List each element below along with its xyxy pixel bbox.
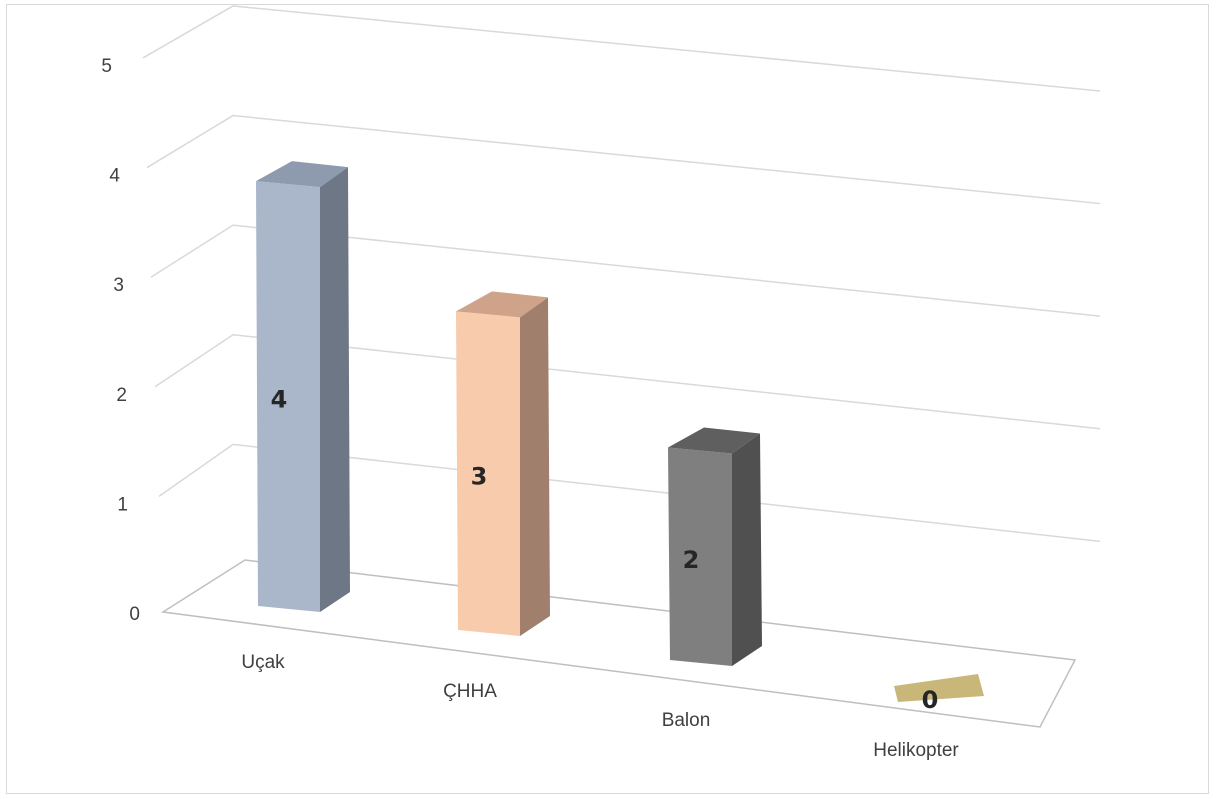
gridline: [146, 114, 1101, 205]
bar-side: [520, 297, 550, 636]
bar-top: [256, 161, 348, 188]
y-axis-ticks: 0 1 2 3 4 5: [101, 56, 140, 625]
floor-plane: [160, 559, 1077, 728]
category-labels: Uçak ÇHHA Balon Helikopter: [241, 652, 959, 761]
data-label: 4: [271, 386, 288, 414]
y-tick-label: 0: [129, 604, 140, 625]
gridline: [158, 443, 1101, 543]
category-label: Balon: [662, 710, 711, 731]
bar-front: [668, 447, 732, 666]
y-tick-label: 1: [117, 494, 128, 515]
bar-side: [320, 167, 350, 612]
gridline: [142, 5, 1101, 92]
y-tick-label: 3: [113, 275, 124, 296]
gridlines: [142, 5, 1101, 543]
bar-top: [668, 427, 760, 454]
data-label: 0: [922, 686, 939, 714]
y-tick-label: 4: [109, 166, 120, 187]
bars: 4 3 2 0: [256, 161, 984, 714]
bar-top: [456, 291, 548, 318]
gridline: [154, 334, 1101, 430]
bar-front: [256, 181, 320, 612]
bar-side: [732, 433, 762, 666]
bar-flat: [894, 674, 984, 702]
category-label: Uçak: [241, 652, 285, 673]
bar-front: [456, 311, 520, 636]
data-label: 3: [471, 463, 488, 491]
gridline: [150, 224, 1101, 317]
category-label: Helikopter: [873, 740, 959, 761]
y-tick-label: 5: [101, 56, 112, 77]
y-tick-label: 2: [116, 385, 127, 406]
data-label: 2: [683, 546, 700, 574]
chart-floor: [160, 559, 1077, 728]
category-label: ÇHHA: [443, 681, 497, 702]
